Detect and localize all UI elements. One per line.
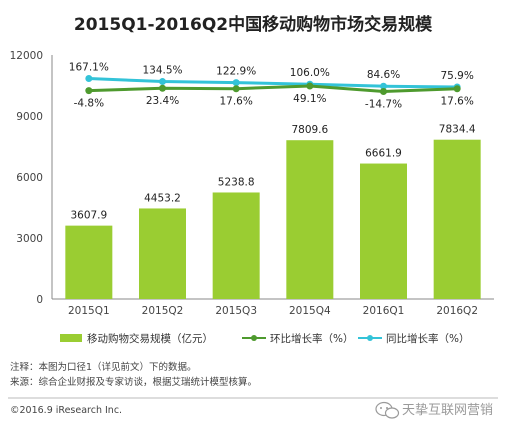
x-tick-label: 2015Q3 — [215, 305, 257, 317]
line-point-mom — [380, 88, 387, 95]
bar-data-label: 4453.2 — [144, 192, 181, 204]
line-mom — [88, 84, 458, 94]
line-data-label-mom: 23.4% — [146, 95, 179, 107]
bar-data-label: 5238.8 — [218, 176, 255, 188]
legend-label-volume: 移动购物交易规模（亿元） — [87, 332, 213, 345]
line-data-label-mom: 17.6% — [440, 96, 473, 108]
line-data-label-yoy: 84.6% — [367, 69, 400, 81]
bar — [65, 225, 113, 299]
line-point-mom — [85, 87, 93, 95]
line-point-yoy — [380, 82, 387, 90]
y-tick-label: 6000 — [16, 172, 43, 184]
y-tick-label: 12000 — [10, 50, 43, 62]
line-point-mom — [159, 84, 166, 92]
line-point-yoy — [85, 75, 93, 82]
legend: 移动购物交易规模（亿元） 环比增长率（%） 同比增长率（%） — [60, 332, 469, 345]
legend-swatch-volume — [60, 334, 82, 342]
bar-data-label: 7809.6 — [291, 124, 328, 136]
bar — [433, 139, 481, 299]
line-data-label-yoy: 122.9% — [216, 66, 256, 78]
bar — [139, 208, 186, 299]
note-line-2: 来源：综合企业财报及专家访谈，根据艾瑞统计模型核算。 — [10, 376, 257, 388]
line-data-label-mom: -14.7% — [365, 99, 402, 111]
note-line-1: 注释：本图为口径1（详见前文）下的数据。 — [10, 361, 197, 373]
line-data-label-mom: 17.6% — [219, 96, 252, 108]
copyright: ©2016.9 iResearch Inc. — [10, 405, 122, 416]
line-data-label-yoy: 75.9% — [440, 70, 473, 82]
y-tick-labels: 0 3000 6000 9000 12000 — [10, 50, 43, 306]
x-tick-label: 2016Q1 — [363, 305, 405, 317]
watermark: 天挚互联网营销 — [402, 403, 493, 418]
line-point-yoy — [159, 78, 166, 86]
legend-label-mom: 环比增长率（%） — [270, 332, 353, 345]
y-tick-label: 0 — [36, 294, 43, 306]
bar-data-label: 3607.9 — [70, 210, 107, 222]
line-series: 167.1% 134.5% 122.9% 106.0% 84.6% 75.9% -4.8% 2… — [69, 62, 474, 111]
x-tick-label: 2015Q4 — [289, 305, 331, 317]
bar-data-labels: 3607.9 4453.2 5238.8 7809.6 6661.9 7834.4 — [70, 124, 475, 222]
line-data-label-yoy: 167.1% — [69, 62, 109, 74]
y-tick-label: 3000 — [16, 233, 43, 245]
wechat-icon — [375, 401, 400, 419]
line-point-mom — [453, 85, 461, 93]
line-data-label-yoy: 106.0% — [290, 67, 330, 79]
y-tick-label: 9000 — [16, 111, 43, 123]
line-point-mom — [306, 82, 314, 90]
bar — [212, 192, 260, 299]
bar — [286, 140, 334, 299]
bar — [360, 163, 407, 299]
bar-series — [65, 139, 481, 299]
legend-marker-yoy — [367, 335, 373, 341]
bar-data-label: 6661.9 — [365, 148, 402, 160]
legend-label-yoy: 同比增长率（%） — [386, 332, 469, 345]
chart-title: 2015Q1-2016Q2中国移动购物市场交易规模 — [74, 14, 433, 35]
bar-data-label: 7834.4 — [439, 124, 476, 136]
line-yoy — [88, 77, 458, 89]
line-data-label-yoy: 134.5% — [142, 65, 182, 77]
line-point-mom — [232, 85, 240, 93]
x-tick-label: 2015Q2 — [142, 305, 184, 317]
line-point-yoy — [232, 79, 240, 87]
line-data-label-mom: -4.8% — [74, 98, 104, 110]
x-tick-label: 2015Q1 — [68, 305, 110, 317]
legend-marker-mom — [251, 335, 257, 341]
x-tick-label: 2016Q2 — [436, 305, 478, 317]
line-data-label-mom: 49.1% — [293, 93, 326, 105]
x-tick-labels: 2015Q1 2015Q2 2015Q3 2015Q4 2016Q1 2016Q2 — [68, 305, 478, 317]
